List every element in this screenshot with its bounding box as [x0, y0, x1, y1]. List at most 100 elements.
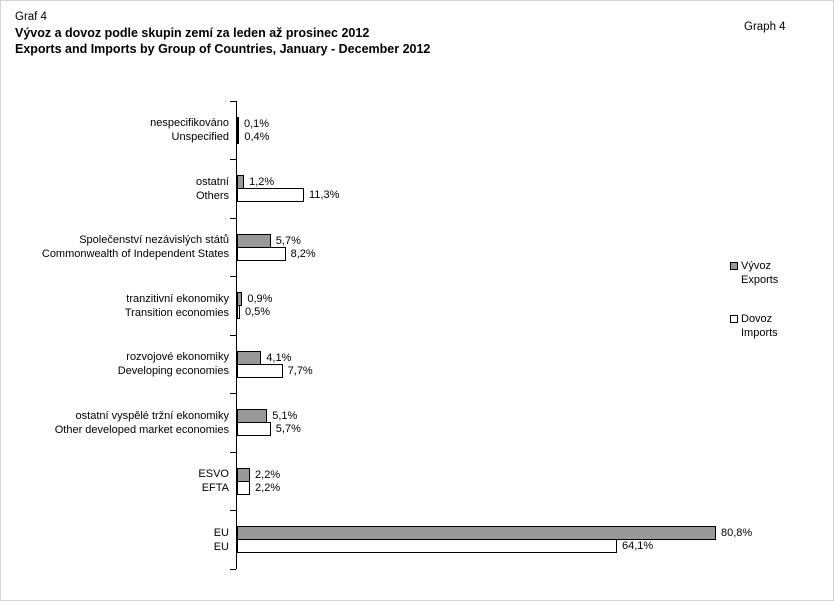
exports-bar-line: 1,2%: [237, 175, 339, 190]
imports-bar-line: 0,4%: [237, 129, 270, 144]
imports-bar: [237, 305, 240, 320]
imports-value-label: 0,5%: [244, 306, 271, 319]
imports-value-label: 2,2%: [255, 481, 281, 494]
chart-number-english: Graph 4: [744, 21, 786, 33]
bar-pair: 2,2% 2,2%: [237, 452, 280, 511]
imports-bar-line: 11,3%: [237, 188, 340, 203]
category-label: ESVO EFTA: [198, 467, 229, 495]
exports-bar: [237, 409, 268, 424]
category-row: Společenství nezávislých států Commonweal…: [42, 217, 734, 277]
chart-header: Graf 4 Vývoz a dovoz podle skupin zemí z…: [15, 9, 430, 57]
imports-bar-line: 2,2%: [237, 480, 281, 495]
imports-value-label: 7,7%: [287, 364, 313, 377]
legend-entry-imports: Dovoz Imports: [730, 312, 778, 340]
legend-swatch-exports-icon: [730, 262, 738, 270]
exports-value-label: 0,9%: [247, 293, 273, 306]
category-label-english: Others: [195, 189, 229, 202]
exports-value-label: 2,2%: [255, 468, 281, 481]
category-label-english: EU: [213, 540, 229, 553]
legend-label-exports-english: Exports: [741, 274, 779, 286]
category-label-czech: ostatní vyspělé tržní ekonomiky: [75, 409, 229, 422]
bar-pair: 5,1% 5,7%: [237, 394, 301, 453]
legend-swatch-imports-icon: [730, 315, 738, 323]
exports-bar: [237, 292, 243, 307]
category-label-english: Commonwealth of Independent States: [41, 248, 229, 261]
category-label-czech: rozvojové ekonomiky: [126, 351, 229, 364]
bar-chart-plot-area: nespecifikováno Unspecified 0,1% 0,4% ostatn…: [42, 100, 752, 570]
category-label-english: Developing economies: [117, 365, 229, 378]
imports-bar: [237, 480, 251, 495]
bar-pair: 0,9% 0,5%: [237, 277, 272, 336]
imports-bar-line: 7,7%: [237, 363, 313, 378]
category-label-czech: tranzitivní ekonomiky: [126, 292, 229, 305]
legend-label-imports: Dovoz Imports: [741, 312, 778, 340]
legend-label-imports-czech: Dovoz: [741, 313, 773, 325]
imports-bar: [237, 188, 304, 203]
category-row: ostatní Others 1,2% 11,3%: [196, 159, 734, 219]
imports-bar: [237, 129, 240, 144]
exports-value-label: 80,8%: [721, 527, 753, 540]
category-row: tranzitivní ekonomiky Transition economie…: [125, 276, 734, 336]
legend-label-exports: Vývoz Exports: [741, 259, 778, 287]
exports-bar-line: 2,2%: [237, 467, 281, 482]
bar-pair: 4,1% 7,7%: [237, 335, 313, 394]
category-label: tranzitivní ekonomiky Transition economie…: [125, 292, 229, 320]
category-row: EU EU 80,8% 64,1%: [214, 510, 752, 570]
chart-number-czech: Graf 4: [15, 11, 47, 23]
exports-bar: [237, 467, 251, 482]
exports-bar: [237, 350, 262, 365]
category-label: ostatní vyspělé tržní ekonomiky Other dev…: [55, 409, 229, 437]
category-label-english: EFTA: [201, 482, 229, 495]
imports-value-label: 5,7%: [275, 423, 301, 436]
category-label-czech: ostatní: [195, 175, 229, 188]
category-label-english: Other developed market economies: [54, 423, 229, 436]
exports-value-label: 0,1%: [244, 117, 270, 130]
category-label: nespecifikováno Unspecified: [150, 116, 229, 144]
category-label: Společenství nezávislých států Commonweal…: [42, 233, 229, 261]
imports-bar: [237, 539, 618, 554]
imports-bar: [237, 363, 283, 378]
category-row: rozvojové ekonomiky Developing economies 4…: [118, 334, 734, 394]
exports-bar-line: 5,1%: [237, 409, 301, 424]
exports-value-label: 5,1%: [272, 410, 298, 423]
exports-bar-line: 4,1%: [237, 350, 313, 365]
imports-bar: [237, 246, 286, 261]
category-row: ostatní vyspělé tržní ekonomiky Other dev…: [55, 393, 734, 453]
legend-label-imports-english: Imports: [741, 327, 778, 339]
category-label-czech: EU: [213, 526, 229, 539]
category-label-english: Unspecified: [171, 131, 229, 144]
category-label-czech: ESVO: [198, 468, 229, 481]
category-label: ostatní Others: [196, 175, 229, 203]
exports-value-label: 4,1%: [266, 351, 292, 364]
exports-bar: [237, 116, 239, 131]
imports-value-label: 64,1%: [622, 540, 654, 553]
imports-value-label: 0,4%: [244, 130, 270, 143]
exports-bar-line: 80,8%: [237, 526, 753, 541]
bar-pair: 80,8% 64,1%: [237, 511, 752, 570]
chart-title-english: Exports and Imports by Group of Countrie…: [15, 42, 431, 56]
exports-value-label: 1,2%: [249, 176, 275, 189]
exports-bar-line: 0,1%: [237, 116, 270, 131]
bar-pair: 0,1% 0,4%: [237, 101, 269, 160]
chart-legend: Vývoz Exports Dovoz Imports: [730, 259, 778, 365]
imports-bar-line: 8,2%: [237, 246, 316, 261]
exports-bar: [237, 526, 717, 541]
exports-bar-line: 5,7%: [237, 233, 316, 248]
imports-bar-line: 0,5%: [237, 305, 272, 320]
imports-bar-line: 64,1%: [237, 539, 752, 554]
imports-value-label: 11,3%: [308, 189, 340, 202]
chart-title-czech: Vývoz a dovoz podle skupin zemí za leden…: [15, 26, 370, 40]
category-label-czech: Společenství nezávislých států: [79, 234, 229, 247]
imports-bar: [237, 422, 271, 437]
legend-entry-exports: Vývoz Exports: [730, 259, 778, 287]
imports-value-label: 8,2%: [290, 247, 316, 260]
imports-bar-line: 5,7%: [237, 422, 301, 437]
exports-bar: [237, 175, 245, 190]
legend-label-exports-czech: Vývoz: [741, 260, 771, 272]
category-label-czech: nespecifikováno: [150, 117, 229, 130]
category-label: EU EU: [214, 526, 229, 554]
bar-pair: 1,2% 11,3%: [237, 160, 339, 219]
bar-pair: 5,7% 8,2%: [237, 218, 316, 277]
exports-value-label: 5,7%: [275, 234, 301, 247]
